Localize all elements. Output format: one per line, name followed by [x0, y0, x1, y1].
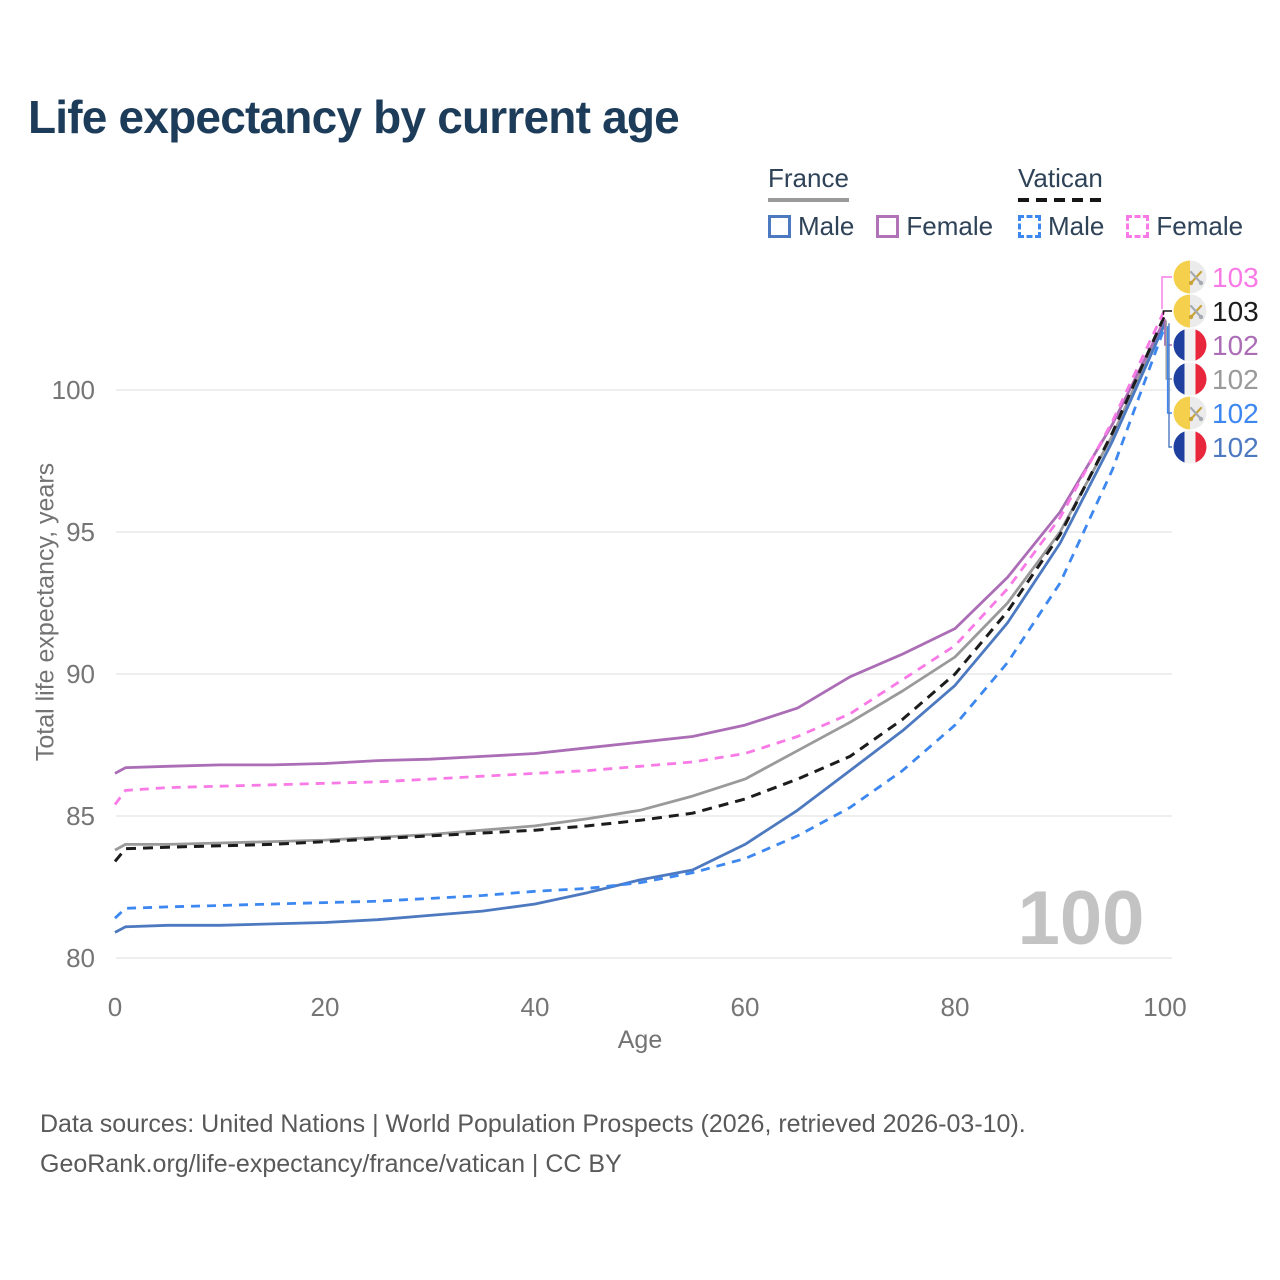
france-male-swatch-icon	[768, 215, 791, 238]
france-flag-icon	[1173, 430, 1207, 464]
legend-item-france-female[interactable]: Female	[876, 211, 993, 242]
x-axis-title: Age	[617, 1026, 663, 1054]
x-tick-label-60: 60	[731, 992, 760, 1022]
end-label-value-france-male: 102	[1212, 432, 1259, 463]
y-tick-label-95: 95	[66, 517, 95, 547]
y-tick-label-100: 100	[52, 375, 95, 405]
x-tick-label-80: 80	[941, 992, 970, 1022]
france-female-swatch-icon	[876, 215, 900, 238]
x-tick-label-40: 40	[521, 992, 550, 1022]
legend-label-france-female: Female	[906, 211, 994, 241]
footer-data-sources: Data sources: United Nations | World Pop…	[40, 1110, 1026, 1138]
y-axis-title: Total life expectancy, years	[31, 462, 60, 762]
end-label-value-vatican-male: 102	[1212, 398, 1259, 429]
leader-line-vatican-female	[1161, 276, 1172, 310]
leader-line-vatican-total	[1162, 310, 1172, 315]
legend-label-vatican-female: Female	[1156, 211, 1244, 241]
vatican-male-swatch-icon	[1018, 215, 1041, 238]
end-label-value-france-female: 102	[1212, 330, 1259, 361]
series-line-france-total[interactable]	[114, 319, 1167, 852]
legend-group-france: France Male Female	[768, 163, 993, 242]
end-label-value-vatican-female: 103	[1212, 262, 1259, 293]
france-line-style-sample	[768, 198, 849, 202]
series-line-france-female[interactable]	[114, 318, 1167, 775]
legend-items-france: Male Female	[768, 211, 993, 242]
end-label-value-france-total: 102	[1212, 364, 1259, 395]
legend-label-vatican-male: Male	[1048, 211, 1105, 241]
series-line-vatican-female[interactable]	[113, 308, 1167, 806]
end-label-value-vatican-total: 103	[1212, 296, 1259, 327]
leader-line-vatican-male	[1166, 326, 1172, 414]
legend-item-vatican-female[interactable]: Female	[1126, 211, 1243, 242]
legend-items-vatican: Male Female	[1018, 211, 1243, 242]
y-tick-label-90: 90	[66, 659, 95, 689]
x-tick-label-0: 0	[108, 992, 122, 1022]
series-line-vatican-male[interactable]	[114, 325, 1167, 920]
legend-group-france-title: France	[768, 163, 849, 193]
y-tick-label-85: 85	[66, 801, 95, 831]
vatican-line-style-sample	[1018, 198, 1103, 202]
vatican-female-swatch-icon	[1126, 215, 1150, 238]
footer: Data sources: United Nations | World Pop…	[40, 1104, 1026, 1184]
france-flag-icon	[1173, 328, 1207, 362]
y-tick-label-80: 80	[66, 943, 95, 973]
vatican-flag-icon	[1173, 260, 1207, 294]
age-indicator-watermark: 100	[1018, 876, 1145, 961]
legend-label-france-male: Male	[798, 211, 855, 241]
legend-item-france-male[interactable]: Male	[768, 211, 854, 242]
footer-georank-link[interactable]: GeoRank.org/life-expectancy/france/vatic…	[40, 1150, 622, 1178]
page-title: Life expectancy by current age	[28, 91, 680, 143]
legend-group-vatican-title: Vatican	[1018, 163, 1103, 193]
legend-group-vatican: Vatican Male Female	[1018, 163, 1243, 242]
legend-item-vatican-male[interactable]: Male	[1018, 211, 1104, 242]
leader-line-france-total	[1165, 320, 1172, 380]
vatican-flag-icon	[1173, 396, 1207, 430]
france-flag-icon	[1173, 362, 1207, 396]
series-line-vatican-total[interactable]	[113, 314, 1167, 863]
vatican-flag-icon	[1173, 294, 1207, 328]
leader-line-france-male	[1168, 323, 1172, 448]
x-tick-label-20: 20	[311, 992, 340, 1022]
legend-group-vatican-header[interactable]: Vatican	[1018, 163, 1103, 202]
legend-group-france-header[interactable]: France	[768, 163, 849, 202]
x-tick-label-100: 100	[1143, 992, 1186, 1022]
